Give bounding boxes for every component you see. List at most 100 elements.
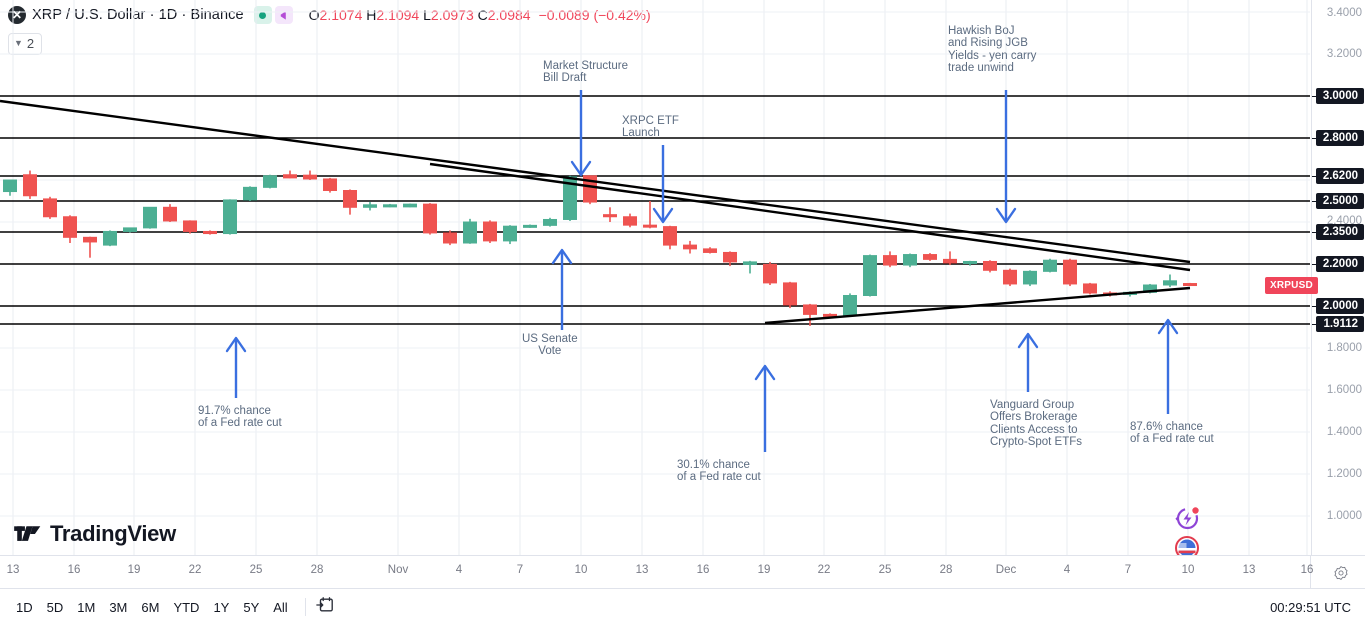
candle-body[interactable]	[903, 254, 917, 266]
candle-body[interactable]	[743, 261, 757, 265]
us-senate-vote-arrow[interactable]	[551, 248, 573, 330]
candle-body[interactable]	[503, 225, 517, 242]
annotation-us-senate-vote[interactable]: US Senate Vote	[522, 333, 578, 358]
candle-body[interactable]	[323, 178, 337, 191]
candle-body[interactable]	[243, 186, 257, 201]
candle-body[interactable]	[3, 179, 17, 193]
candle-body[interactable]	[223, 199, 237, 235]
candle-body[interactable]	[103, 230, 117, 246]
annotation-vanguard-group[interactable]: Vanguard Group Offers Brokerage Clients …	[990, 399, 1083, 449]
range-button-3m[interactable]: 3M	[109, 599, 128, 615]
candle-body[interactable]	[423, 203, 437, 234]
hawkish-boj-arrow[interactable]	[995, 90, 1017, 224]
candle-body[interactable]	[483, 221, 497, 242]
candle-body[interactable]	[343, 190, 357, 208]
ai-spark-icon[interactable]	[1174, 505, 1200, 531]
candle-body[interactable]	[143, 206, 157, 229]
candle-body[interactable]	[663, 226, 677, 246]
candle-body[interactable]	[83, 236, 97, 243]
candle-body[interactable]	[603, 214, 617, 218]
candle-body[interactable]	[163, 206, 177, 222]
vanguard-group-arrow[interactable]	[1017, 332, 1039, 392]
range-button-6m[interactable]: 6M	[141, 599, 160, 615]
candle-body[interactable]	[983, 260, 997, 271]
candle-body[interactable]	[283, 174, 297, 179]
trendline-upper-descending[interactable]	[0, 99, 1191, 264]
chart-plot-area[interactable]	[0, 0, 1310, 555]
trendline-mid-descending[interactable]	[429, 162, 1191, 272]
candle-body[interactable]	[923, 254, 937, 260]
candle-body[interactable]	[1023, 270, 1037, 285]
xrpc-etf-launch-arrow[interactable]	[652, 145, 674, 224]
candle-body[interactable]	[843, 295, 857, 316]
candle-body[interactable]	[183, 220, 197, 232]
candle-body[interactable]	[203, 230, 217, 235]
candle-body[interactable]	[563, 176, 577, 220]
gear-icon[interactable]	[1333, 565, 1349, 581]
time-axis-tick: 19	[127, 564, 141, 576]
candle-body[interactable]	[1043, 259, 1057, 272]
candle-body[interactable]	[863, 255, 877, 297]
annotation-xrpc-etf-launch[interactable]: XRPC ETF Launch	[622, 115, 679, 140]
trendline-lower-ascending[interactable]	[764, 286, 1191, 325]
market-structure-bill-draft-arrow[interactable]	[570, 90, 592, 177]
fed-rate-cut-917-arrow[interactable]	[225, 336, 247, 398]
candle-body[interactable]	[963, 260, 977, 264]
candle-body[interactable]	[263, 175, 277, 188]
tradingview-watermark: TradingView	[14, 521, 176, 547]
symbol-title[interactable]: XRP / U.S. Dollar · 1D · Binance	[32, 7, 244, 23]
price-axis[interactable]: 3.4000 3.2000 3.0000 2.8000 2.6200 2.5000 2.40…	[1311, 0, 1365, 555]
share-icon[interactable]	[274, 6, 293, 24]
fed-rate-cut-876-arrow[interactable]	[1157, 318, 1179, 414]
candle-body[interactable]	[1183, 283, 1197, 287]
candle-body[interactable]	[803, 304, 817, 315]
candle-body[interactable]	[543, 218, 557, 226]
candle-body[interactable]	[943, 258, 957, 264]
range-button-1m[interactable]: 1M	[77, 599, 96, 615]
candle-body[interactable]	[643, 224, 657, 228]
candle-body[interactable]	[63, 216, 77, 238]
candle-body[interactable]	[403, 203, 417, 208]
candle-body[interactable]	[443, 232, 457, 244]
candle-body[interactable]	[1163, 280, 1177, 286]
annotation-fed-rate-cut-917[interactable]: 91.7% chance of a Fed rate cut	[198, 405, 282, 430]
range-button-1d[interactable]: 1D	[16, 599, 33, 615]
annotation-market-structure-bill-draft[interactable]: Market Structure Bill Draft	[543, 60, 628, 85]
candle-body[interactable]	[723, 251, 737, 263]
candle-body[interactable]	[23, 174, 37, 197]
candle-body[interactable]	[683, 244, 697, 250]
candle-body[interactable]	[383, 204, 397, 208]
candle-body[interactable]	[463, 221, 477, 244]
bottom-toolbar[interactable]: 1D 5D 1M 3M 6M YTD 1Y 5Y All 00:29:51 UTC	[0, 588, 1365, 625]
candle-body[interactable]	[883, 255, 897, 266]
legend-badges	[253, 6, 293, 24]
candle-body[interactable]	[703, 248, 717, 253]
candle-body[interactable]	[123, 227, 137, 232]
annotation-fed-rate-cut-301[interactable]: 30.1% chance of a Fed rate cut	[677, 459, 761, 484]
fed-rate-cut-301-arrow[interactable]	[754, 364, 776, 452]
price-axis-tick: 1.6000	[1326, 384, 1362, 396]
time-axis[interactable]: 13 16 19 22 25 28 Nov 4 7 10 13 16 19 22 25 28 Dec 4 7 10 13…	[0, 555, 1365, 589]
market-status-icon[interactable]	[253, 6, 272, 24]
candle-body[interactable]	[43, 198, 57, 218]
calendar-forward-icon[interactable]	[315, 596, 334, 619]
annotation-fed-rate-cut-876[interactable]: 87.6% chance of a Fed rate cut	[1130, 421, 1214, 446]
candle-body[interactable]	[303, 174, 317, 180]
range-button-5d[interactable]: 5D	[46, 599, 64, 615]
candle-body[interactable]	[1083, 283, 1097, 294]
range-button-ytd[interactable]: YTD	[173, 599, 200, 615]
range-button-5y[interactable]: 5Y	[243, 599, 260, 615]
candle-body[interactable]	[623, 216, 637, 226]
range-button-all[interactable]: All	[273, 599, 288, 615]
candle-body[interactable]	[823, 313, 837, 317]
candle-body[interactable]	[763, 263, 777, 284]
candle-body[interactable]	[1063, 259, 1077, 285]
candle-body[interactable]	[523, 224, 537, 228]
chart-corner-badges	[1174, 505, 1200, 561]
candle-body[interactable]	[363, 204, 377, 208]
current-symbol-price-flag: XRPUSD	[1265, 277, 1318, 294]
candle-body[interactable]	[783, 282, 797, 306]
range-button-1y[interactable]: 1Y	[213, 599, 230, 615]
annotation-hawkish-boj[interactable]: Hawkish BoJ and Rising JGB Yields - yen …	[948, 25, 1037, 75]
candle-body[interactable]	[1003, 269, 1017, 285]
